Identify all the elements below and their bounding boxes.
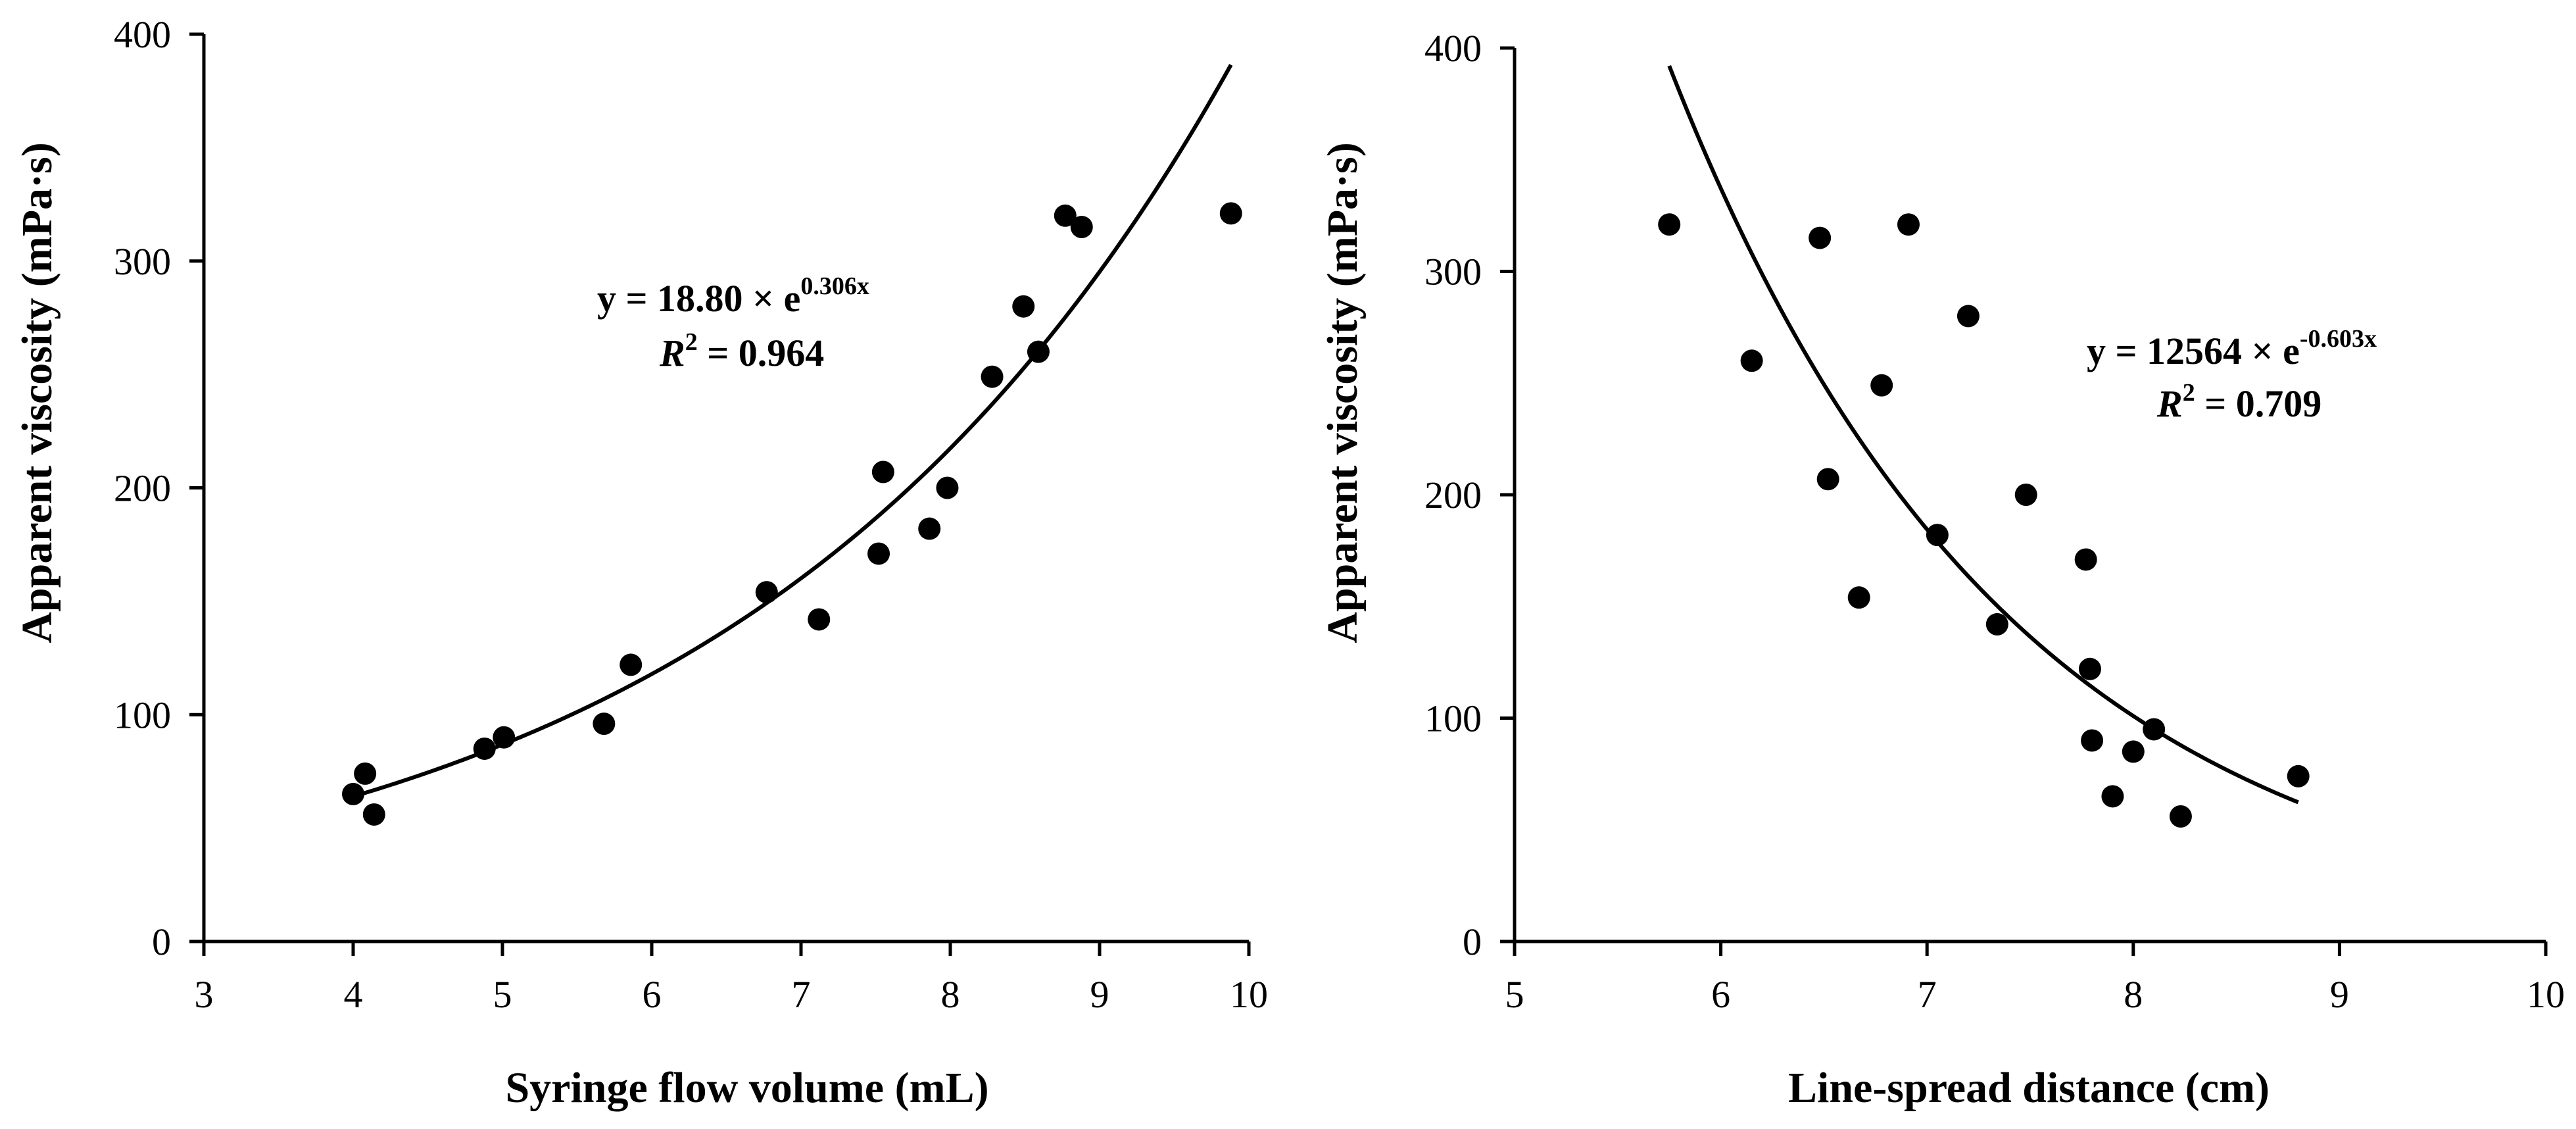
data-point: [1985, 613, 2008, 636]
x-tick-label: 8: [941, 973, 960, 1016]
left-fit-curve: [352, 64, 1233, 799]
data-point: [1658, 213, 1681, 236]
right-y-axis-title: Apparent viscosity (mPa·s): [1319, 142, 1367, 643]
y-tick-label: 0: [152, 920, 171, 963]
x-tick-label: 7: [792, 973, 811, 1016]
left-r-squared: R2 = 0.964: [659, 328, 824, 374]
left-fit-equation: y = 18.80 × e0.306x: [597, 272, 869, 320]
x-tick-label: 4: [344, 973, 363, 1016]
data-point: [2078, 657, 2101, 680]
data-point: [2169, 805, 2192, 828]
x-tick-label: 9: [2330, 973, 2349, 1016]
right-fit-curve: [1667, 64, 2299, 805]
left-r-symbol: R: [659, 332, 685, 374]
data-point: [593, 713, 616, 736]
data-point: [1956, 305, 1980, 328]
data-point: [354, 762, 377, 785]
x-tick-label: 10: [2527, 973, 2565, 1016]
x-tick-label: 10: [1230, 973, 1268, 1016]
left-axes: [202, 34, 1249, 943]
y-tick-label: 100: [1424, 697, 1482, 740]
data-point: [1816, 468, 1839, 491]
data-point: [2074, 548, 2097, 571]
data-point: [808, 608, 831, 631]
left-x-axis-title: Syringe flow volume (mL): [505, 1064, 988, 1112]
right-fit-equation: y = 12564 × e-0.603x: [2087, 325, 2377, 372]
x-tick-label: 5: [1505, 973, 1524, 1016]
x-tick-label: 7: [1918, 973, 1937, 1016]
data-point: [342, 782, 364, 805]
left-fit-equation-prefix: y = 18.80 × e: [597, 277, 800, 320]
x-tick-label: 3: [195, 973, 214, 1016]
data-point: [2122, 740, 2145, 763]
y-tick-label: 400: [114, 13, 171, 56]
data-point: [755, 581, 778, 604]
y-tick-label: 300: [114, 240, 171, 283]
data-point: [1847, 586, 1870, 609]
data-point: [2101, 785, 2124, 808]
y-tick-label: 200: [114, 467, 171, 510]
data-point: [1012, 295, 1035, 318]
x-tick-label: 9: [1090, 973, 1109, 1016]
data-point: [918, 517, 941, 540]
data-point: [1897, 213, 1920, 236]
right-fit-equation-prefix: y = 12564 × e: [2087, 330, 2300, 372]
data-point: [2014, 484, 2037, 506]
right-r-squared: R2 = 0.709: [2156, 379, 2321, 425]
data-point: [1870, 374, 1893, 397]
data-point: [981, 365, 1004, 388]
data-point: [1740, 349, 1763, 372]
left-r-value: = 0.964: [698, 332, 825, 374]
x-tick-label: 8: [2124, 973, 2143, 1016]
right-r-symbol: R: [2156, 382, 2183, 425]
data-point: [867, 542, 890, 565]
data-point: [362, 803, 385, 826]
right-fit-equation-exponent: -0.603x: [2300, 325, 2377, 353]
y-tick-label: 300: [1424, 251, 1482, 293]
y-tick-label: 400: [1424, 27, 1482, 70]
data-point: [620, 653, 643, 676]
left-y-axis-title: Apparent viscosity (mPa·s): [13, 142, 61, 643]
data-point: [1070, 216, 1093, 239]
x-tick-label: 5: [493, 973, 512, 1016]
y-tick-label: 200: [1424, 474, 1482, 516]
data-point: [2287, 765, 2310, 788]
left-r-sup: 2: [685, 328, 698, 356]
data-point: [1219, 202, 1242, 225]
data-point: [936, 476, 959, 499]
y-tick-label: 0: [1463, 920, 1482, 963]
data-point: [1809, 226, 1832, 249]
x-tick-label: 6: [1711, 973, 1730, 1016]
data-point: [1926, 524, 1949, 547]
data-point: [2081, 729, 2104, 752]
right-data-points: [1658, 213, 2310, 828]
x-tick-label: 6: [643, 973, 662, 1016]
right-x-axis-title: Line-spread distance (cm): [1788, 1064, 2270, 1112]
y-tick-label: 100: [114, 693, 171, 736]
data-point: [871, 461, 894, 484]
right-r-sup: 2: [2183, 379, 2195, 407]
data-point: [1054, 204, 1077, 227]
right-r-value: = 0.709: [2195, 382, 2322, 425]
left-fit-equation-exponent: 0.306x: [800, 272, 869, 300]
left-data-points: [342, 202, 1242, 826]
